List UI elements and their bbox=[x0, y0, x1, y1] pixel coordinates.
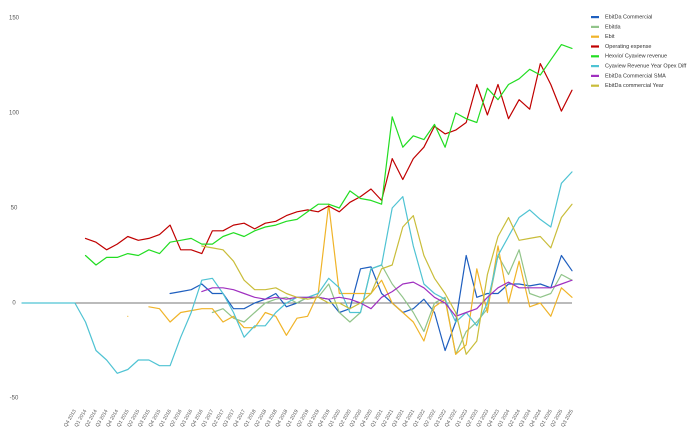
legend-swatch bbox=[591, 25, 599, 28]
y-tick-label: 50 bbox=[11, 206, 18, 212]
series-line bbox=[21, 171, 573, 374]
series-line bbox=[84, 63, 573, 255]
y-tick-label: 0 bbox=[12, 301, 16, 307]
legend-label: EbitDa Commercial SMA bbox=[605, 73, 666, 79]
y-tick-label: 150 bbox=[9, 16, 20, 22]
legend-label: Cyaview Revenue Year Opex Diff bbox=[605, 63, 687, 69]
series-line bbox=[201, 279, 573, 317]
y-tick-label: -50 bbox=[10, 396, 19, 402]
legend-label: Ebit bbox=[605, 34, 615, 40]
legend-label: EbitDa Commercial bbox=[605, 14, 652, 20]
legend-swatch bbox=[591, 45, 599, 48]
series-line bbox=[127, 203, 573, 355]
legend-swatch bbox=[591, 35, 599, 38]
y-tick-label: 100 bbox=[9, 111, 20, 117]
legend-swatch bbox=[591, 55, 599, 58]
legend-swatch bbox=[591, 16, 599, 19]
legend: EbitDa Commercial Ebitda Ebit Operating exp… bbox=[591, 14, 687, 89]
series-line bbox=[211, 249, 573, 355]
series-line bbox=[201, 203, 573, 355]
series-line bbox=[84, 44, 573, 266]
legend-label: Hexvio/ Cyaview revenue bbox=[605, 54, 667, 60]
legend-label: Ebitda bbox=[605, 24, 622, 30]
legend-label: Operating expense bbox=[605, 44, 651, 50]
legend-swatch bbox=[591, 74, 599, 77]
legend-swatch bbox=[591, 65, 599, 68]
legend-swatch bbox=[591, 84, 599, 87]
legend-label: EbitDa commercial Year bbox=[605, 83, 664, 89]
